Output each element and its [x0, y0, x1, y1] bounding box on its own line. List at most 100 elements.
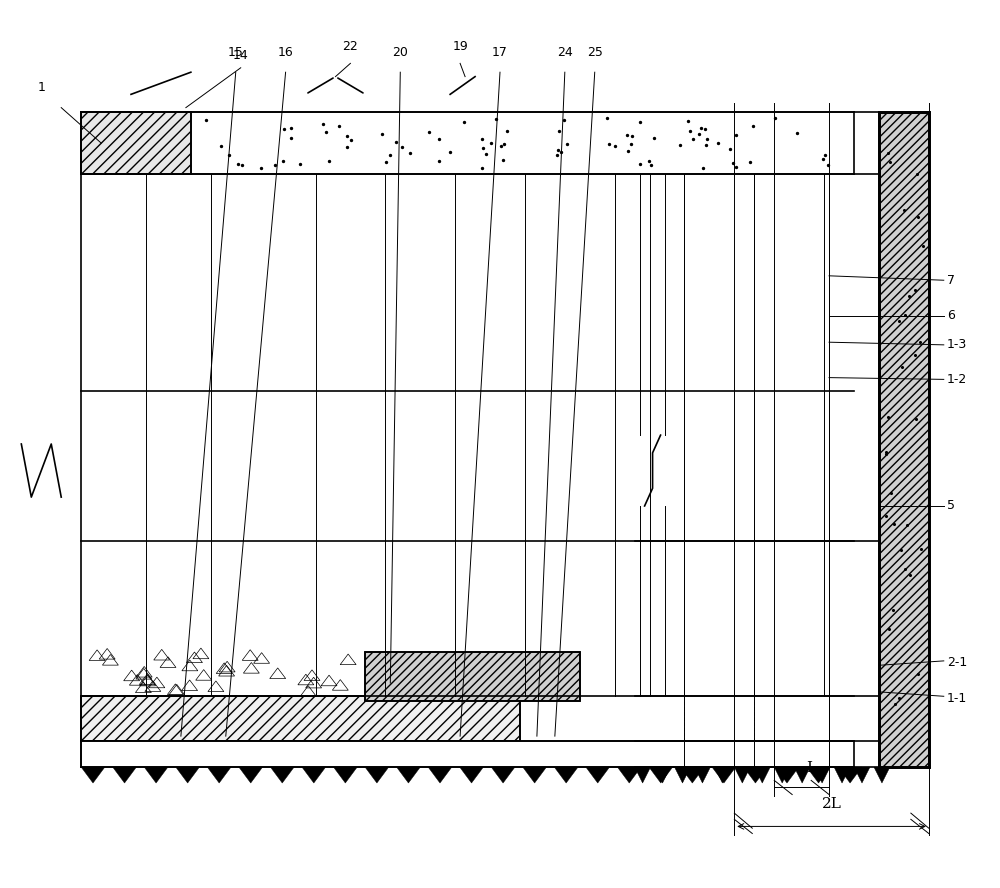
Point [878, 510, 894, 524]
Point [331, 119, 347, 133]
Point [283, 121, 299, 135]
Point [891, 314, 907, 329]
Point [496, 137, 512, 151]
Point [815, 152, 831, 166]
Point [680, 115, 696, 129]
Point [745, 119, 761, 133]
Polygon shape [270, 767, 294, 783]
Text: 25: 25 [587, 46, 603, 59]
Point [695, 162, 711, 176]
Point [693, 121, 709, 135]
Bar [879, 112, 929, 767]
Point [275, 154, 291, 168]
Point [878, 447, 894, 461]
Point [388, 135, 404, 149]
Point [632, 115, 648, 129]
Point [907, 282, 923, 297]
Point [549, 148, 565, 163]
Point [221, 148, 237, 163]
Text: 1-1: 1-1 [947, 692, 967, 704]
Point [198, 114, 214, 128]
Polygon shape [694, 767, 710, 783]
Point [641, 154, 657, 168]
Point [623, 137, 639, 151]
Point [913, 542, 929, 556]
Point [559, 137, 575, 151]
Polygon shape [554, 767, 578, 783]
Polygon shape [113, 767, 136, 783]
Polygon shape [775, 767, 799, 783]
Point [283, 131, 299, 146]
Point [887, 697, 903, 711]
Text: 6: 6 [947, 309, 955, 322]
Polygon shape [523, 767, 546, 783]
Point [891, 691, 907, 705]
Point [607, 139, 623, 153]
Point [901, 289, 917, 303]
Point [315, 117, 331, 131]
Point [276, 123, 292, 137]
Point [672, 139, 688, 153]
Point [394, 140, 410, 155]
Text: 20: 20 [392, 46, 408, 59]
Polygon shape [176, 767, 199, 783]
Point [710, 136, 726, 150]
Polygon shape [807, 767, 830, 783]
Point [601, 138, 617, 152]
Point [691, 127, 707, 141]
Point [646, 131, 662, 146]
Point [886, 517, 902, 531]
Point [880, 147, 896, 161]
Point [820, 158, 836, 172]
Bar [81, 741, 854, 767]
Point [483, 136, 499, 150]
Point [431, 155, 447, 169]
Text: 2L: 2L [822, 797, 842, 812]
Point [551, 123, 567, 138]
Polygon shape [365, 767, 389, 783]
Text: 1: 1 [37, 82, 45, 94]
Point [910, 210, 926, 225]
Point [685, 132, 701, 147]
Point [912, 335, 928, 349]
Point [902, 567, 918, 582]
Point [553, 145, 569, 159]
Point [915, 239, 931, 253]
Point [899, 518, 915, 532]
Point [632, 157, 648, 171]
Polygon shape [655, 767, 671, 783]
Polygon shape [714, 767, 730, 783]
Point [725, 156, 741, 170]
Text: 2-1: 2-1 [947, 656, 967, 670]
Polygon shape [838, 767, 862, 783]
Point [742, 155, 758, 170]
Point [493, 139, 509, 153]
Bar [81, 696, 520, 741]
Point [907, 348, 923, 362]
Point [253, 162, 269, 176]
Text: 15: 15 [228, 46, 244, 59]
Point [882, 155, 898, 169]
Point [697, 122, 713, 136]
Polygon shape [144, 767, 168, 783]
Bar [81, 112, 854, 174]
Polygon shape [617, 767, 641, 783]
Point [728, 128, 744, 142]
Point [421, 125, 437, 139]
Point [318, 124, 334, 139]
Polygon shape [207, 767, 231, 783]
Polygon shape [81, 767, 105, 783]
Point [897, 562, 913, 576]
Point [292, 157, 308, 171]
Point [556, 113, 572, 127]
Point [910, 667, 926, 681]
Point [475, 141, 491, 155]
Point [374, 127, 390, 141]
Polygon shape [302, 767, 326, 783]
Text: 16: 16 [278, 46, 293, 59]
Polygon shape [586, 767, 610, 783]
Point [382, 147, 398, 162]
Point [488, 112, 504, 126]
Point [767, 111, 783, 125]
Polygon shape [491, 767, 515, 783]
